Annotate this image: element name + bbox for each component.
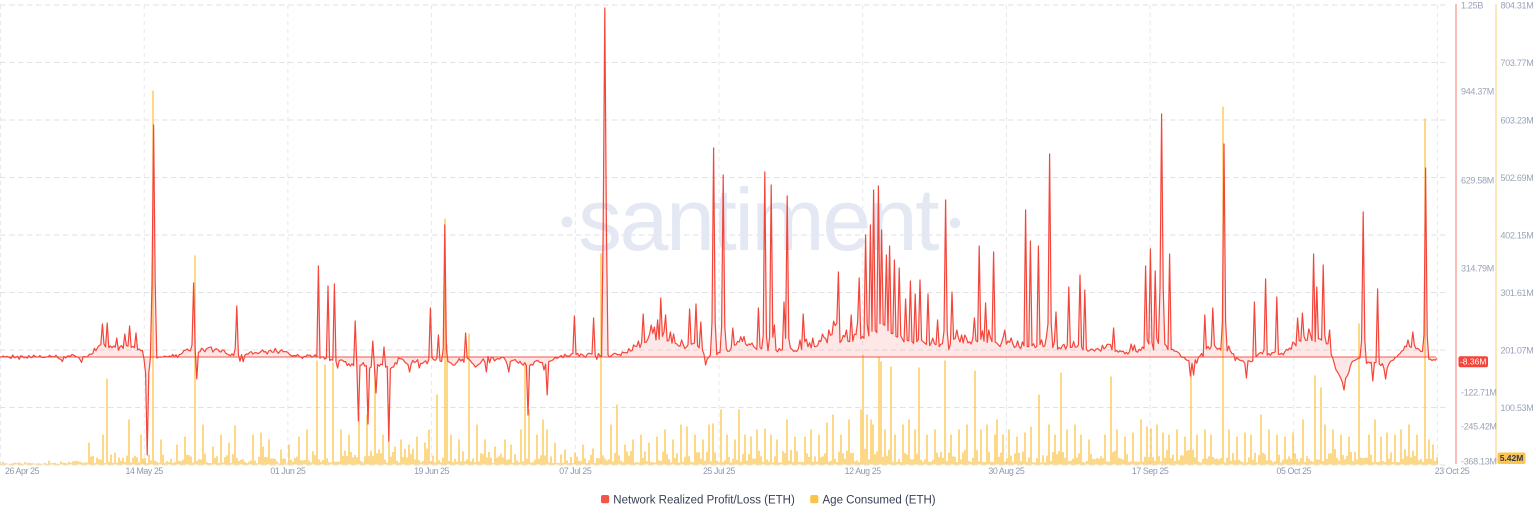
svg-text:603.23M: 603.23M [1501,115,1534,125]
svg-text:05 Oct 25: 05 Oct 25 [1277,466,1312,476]
svg-text:12 Aug 25: 12 Aug 25 [845,466,882,476]
svg-text:23 Oct 25: 23 Oct 25 [1435,466,1470,476]
svg-text:1.25B: 1.25B [1461,0,1483,10]
svg-text:-368.13M: -368.13M [1461,456,1497,466]
svg-text:629.58M: 629.58M [1461,175,1494,185]
svg-text:314.79M: 314.79M [1461,263,1494,273]
svg-text:Network Realized Profit/Loss (: Network Realized Profit/Loss (ETH) [613,495,795,507]
svg-text:14 May 25: 14 May 25 [125,466,163,476]
svg-text:-245.42M: -245.42M [1461,421,1497,431]
svg-text:-122.71M: -122.71M [1461,387,1497,397]
svg-text:703.77M: 703.77M [1501,58,1534,68]
svg-text:santiment: santiment [578,170,939,269]
svg-text:402.15M: 402.15M [1501,230,1534,240]
svg-text:5.42M: 5.42M [1500,453,1524,463]
svg-text:19 Jun 25: 19 Jun 25 [414,466,450,476]
svg-text:804.31M: 804.31M [1501,0,1534,10]
svg-text:502.69M: 502.69M [1501,173,1534,183]
svg-text:07 Jul 25: 07 Jul 25 [559,466,592,476]
svg-text:-8.36M: -8.36M [1460,357,1486,367]
svg-text:944.37M: 944.37M [1461,86,1494,96]
svg-text:17 Sep 25: 17 Sep 25 [1132,466,1169,476]
svg-text:201.07M: 201.07M [1501,345,1534,355]
svg-text:26 Apr 25: 26 Apr 25 [5,466,40,476]
svg-text:100.53M: 100.53M [1501,403,1534,413]
svg-text:01 Jun 25: 01 Jun 25 [270,466,306,476]
svg-text:301.61M: 301.61M [1501,288,1534,298]
svg-text:30 Aug 25: 30 Aug 25 [988,466,1025,476]
svg-text:25 Jul 25: 25 Jul 25 [703,466,736,476]
svg-text:Age Consumed (ETH): Age Consumed (ETH) [823,495,936,507]
